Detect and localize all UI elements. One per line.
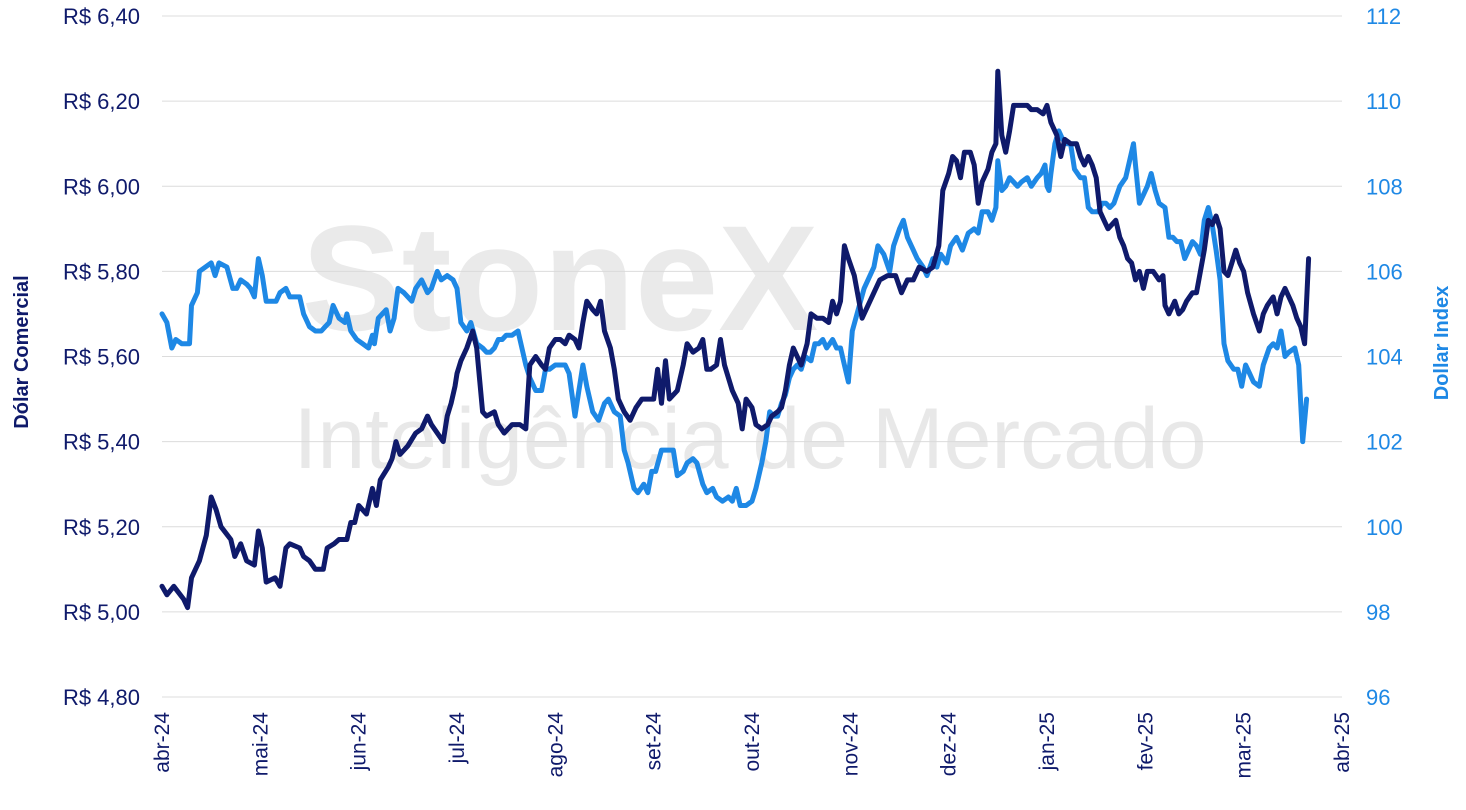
right-tick-label: 96: [1366, 685, 1390, 710]
x-tick-label: jul-24: [446, 712, 469, 765]
right-tick-label: 98: [1366, 600, 1390, 625]
right-axis-title: Dollar Index: [1431, 286, 1453, 400]
x-tick-label: set-24: [643, 712, 666, 771]
left-tick-label: R$ 4,80: [63, 685, 140, 710]
watermark-brand: StoneX: [302, 194, 819, 362]
x-tick-label: jun-24: [348, 712, 371, 772]
x-tick-label: mai-24: [249, 712, 272, 777]
left-tick-label: R$ 6,40: [63, 4, 140, 29]
right-tick-label: 100: [1366, 515, 1403, 540]
watermark: StoneX Inteligência de Mercado: [293, 194, 1206, 487]
x-tick-label: abr-24: [151, 712, 174, 773]
x-tick-label: dez-24: [938, 712, 961, 777]
right-tick-label: 106: [1366, 259, 1403, 284]
right-tick-label: 102: [1366, 430, 1403, 455]
x-tick-label: abr-25: [1331, 712, 1354, 773]
left-tick-label: R$ 5,60: [63, 345, 140, 370]
right-axis-ticks: 96 98 100 102 104 106 108 110 112: [1366, 4, 1403, 710]
x-tick-label: jan-25: [1036, 712, 1059, 771]
x-tick-label: nov-24: [839, 712, 862, 777]
left-tick-label: R$ 5,20: [63, 515, 140, 540]
left-tick-label: R$ 5,40: [63, 430, 140, 455]
x-tick-label: mar-25: [1233, 712, 1256, 779]
right-tick-label: 108: [1366, 174, 1403, 199]
right-tick-label: 110: [1366, 89, 1401, 114]
left-axis-ticks: R$ 4,80 R$ 5,00 R$ 5,20 R$ 5,40 R$ 5,60 R$ 5,…: [63, 4, 140, 710]
x-tick-label: ago-24: [544, 712, 567, 778]
left-tick-label: R$ 5,80: [63, 259, 140, 284]
series-lines: [159, 68, 1312, 611]
right-tick-label: 112: [1366, 4, 1401, 29]
left-tick-label: R$ 6,20: [63, 89, 140, 114]
left-axis-title: Dólar Comercial: [11, 275, 33, 428]
x-tick-label: fev-25: [1134, 712, 1157, 770]
x-axis-ticks: abr-24 mai-24 jun-24 jul-24 ago-24 set-24 out-…: [151, 712, 1354, 779]
grid-lines: [162, 15, 1342, 698]
left-tick-label: R$ 5,00: [63, 600, 140, 625]
left-tick-label: R$ 6,00: [63, 174, 140, 199]
right-tick-label: 104: [1366, 345, 1403, 370]
series-line-left: [159, 68, 1312, 611]
x-tick-label: out-24: [741, 712, 764, 772]
